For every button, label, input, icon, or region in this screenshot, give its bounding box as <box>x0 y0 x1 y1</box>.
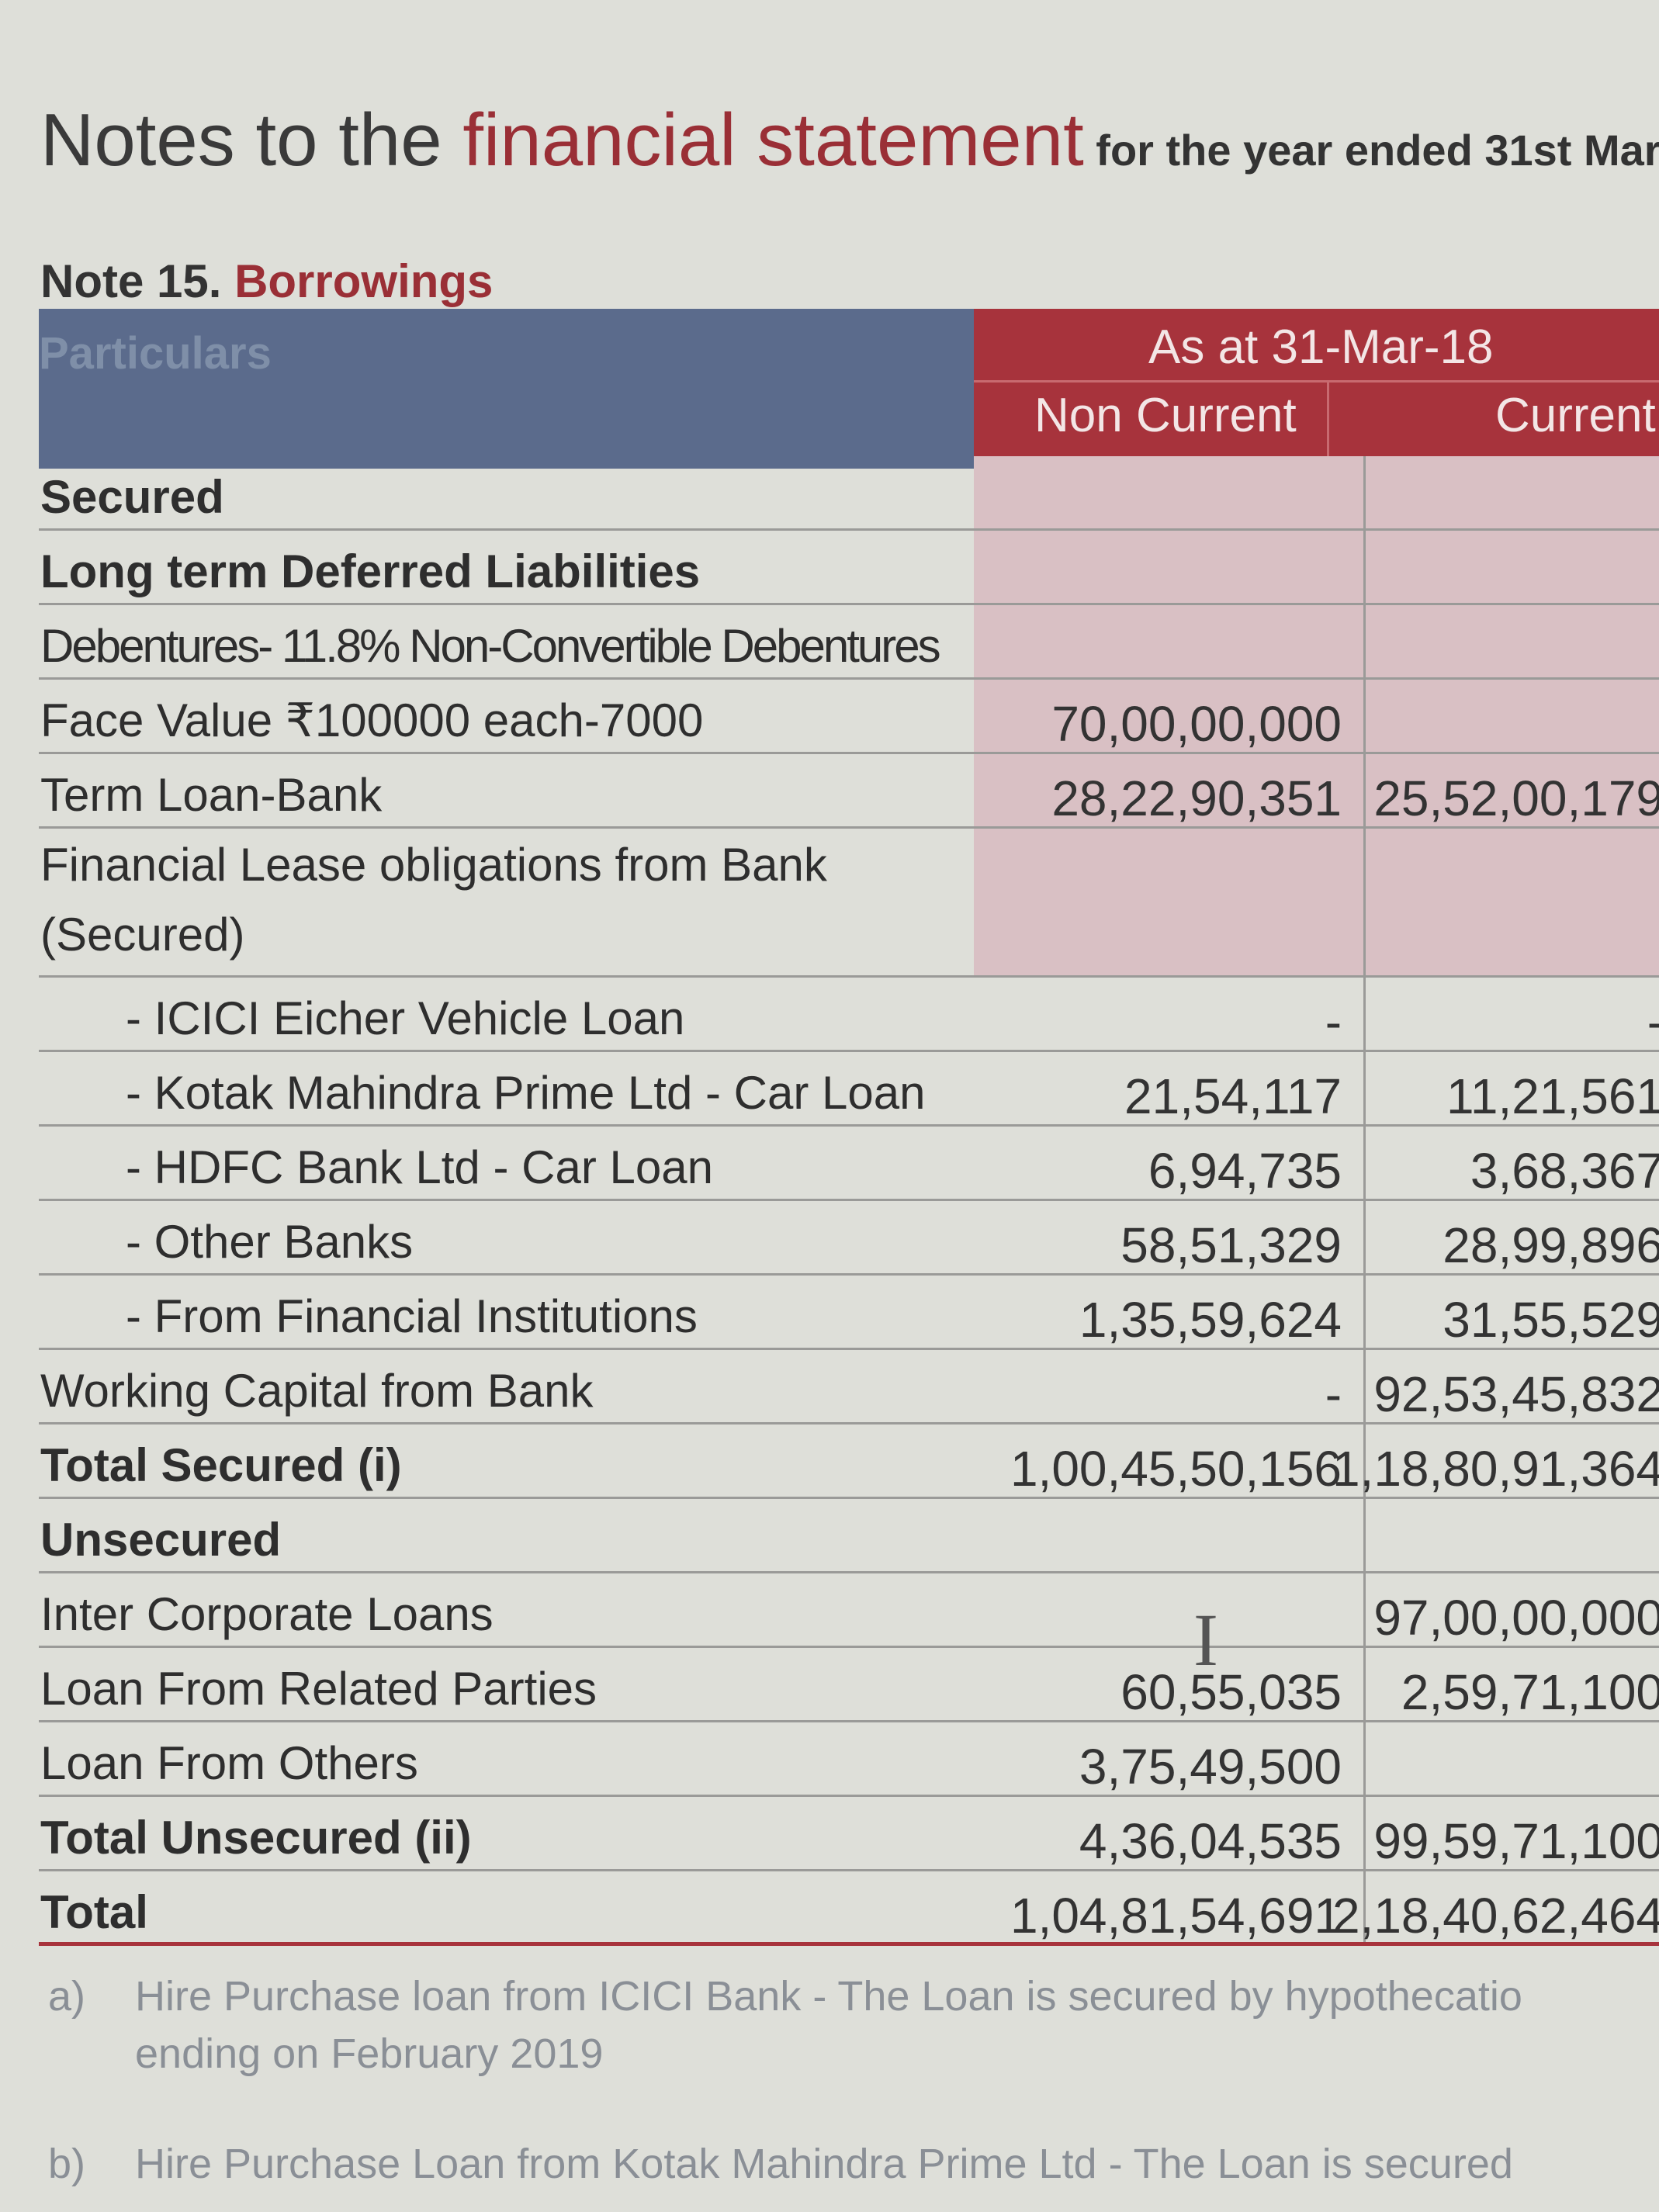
row-label: Long term Deferred Liabilities <box>40 545 701 597</box>
current-value: 92,53,45,832 <box>1373 1366 1659 1422</box>
table-row: - From Financial Institutions 1,35,59,62… <box>39 1276 1659 1350</box>
current-value: - <box>1647 993 1659 1051</box>
table-row: Secured <box>39 456 1659 531</box>
row-label-line-2: (Secured) <box>40 909 245 961</box>
table-row: Loan From Related Parties 60,55,035 2,59… <box>39 1648 1659 1722</box>
row-label: - ICICI Eicher Vehicle Loan <box>126 992 685 1044</box>
non-current-header: Non Current <box>1034 389 1297 442</box>
current-value: 28,99,896 <box>1443 1217 1659 1273</box>
table-row: Face Value ₹100000 each-7000 70,00,00,00… <box>39 680 1659 754</box>
footnote-marker: b) <box>48 2141 86 2187</box>
non-current-value: 70,00,00,000 <box>1051 696 1342 752</box>
particulars-header: Particulars <box>39 309 974 469</box>
table-row: Unsecured <box>39 1499 1659 1573</box>
text-cursor-icon: I <box>1193 1598 1218 1681</box>
non-current-value: 4,36,04,535 <box>1079 1813 1342 1869</box>
table-row: Inter Corporate Loans 97,00,00,000 <box>39 1573 1659 1648</box>
current-value: 1,18,80,91,364 <box>1332 1441 1659 1497</box>
current-value: 2,18,40,62,464 <box>1332 1888 1659 1944</box>
footnote-b: b) Hire Purchase Loan from Kotak Mahindra… <box>48 2135 1513 2193</box>
row-label: Loan From Related Parties <box>40 1663 597 1715</box>
note-title: Borrowings <box>234 255 494 307</box>
non-current-value: 1,00,45,50,156 <box>1010 1441 1342 1497</box>
current-value: 2,59,71,100 <box>1401 1664 1659 1720</box>
title-main-part-2: financial statement <box>462 99 1084 182</box>
non-current-value: 6,94,735 <box>1148 1143 1342 1199</box>
table-row: - ICICI Eicher Vehicle Loan - - <box>39 978 1659 1052</box>
row-label-line-1: Financial Lease obligations from Bank <box>40 839 827 891</box>
row-label: - HDFC Bank Ltd - Car Loan <box>126 1141 713 1193</box>
table-row: Total Unsecured (ii) 4,36,04,535 99,59,7… <box>39 1797 1659 1871</box>
table-row: Term Loan-Bank 28,22,90,351 25,52,00,179 <box>39 754 1659 829</box>
note-heading: Note 15. Borrowings <box>40 254 493 308</box>
page-title: Notes to the financial statement for the… <box>40 99 1659 182</box>
non-current-value: 60,55,035 <box>1120 1664 1342 1720</box>
table-row: - Other Banks 58,51,329 28,99,896 <box>39 1201 1659 1276</box>
as-at-header-label: As at 31-Mar-18 <box>1148 320 1494 374</box>
table-row: - HDFC Bank Ltd - Car Loan 6,94,735 3,68… <box>39 1127 1659 1201</box>
row-label: Unsecured <box>40 1514 282 1566</box>
title-main-part-1: Notes to the <box>40 99 463 182</box>
current-value: 99,59,71,100 <box>1373 1813 1659 1869</box>
table-row: - Kotak Mahindra Prime Ltd - Car Loan 21… <box>39 1052 1659 1127</box>
non-current-value: 1,35,59,624 <box>1079 1292 1342 1348</box>
row-label: Total <box>40 1886 148 1938</box>
table-row: Debentures- 11.8% Non-Convertible Debent… <box>39 605 1659 680</box>
footnote-line: Hire Purchase loan from ICICI Bank - The… <box>135 1973 1522 2020</box>
non-current-value: 28,22,90,351 <box>1051 770 1342 826</box>
as-at-header: As at 31-Mar-18 Non Current Current <box>974 309 1659 456</box>
non-current-value: 1,04,81,54,691 <box>1010 1888 1342 1944</box>
title-suffix: for the year ended 31st Marc <box>1083 126 1659 175</box>
footnote-a: a) Hire Purchase loan from ICICI Bank - T… <box>48 1968 1522 2082</box>
non-current-value: 58,51,329 <box>1120 1217 1342 1273</box>
table-row: Working Capital from Bank - 92,53,45,832 <box>39 1350 1659 1424</box>
table-row: Total Secured (i) 1,00,45,50,156 1,18,80… <box>39 1424 1659 1499</box>
note-number: Note 15. <box>40 255 235 307</box>
row-label: Loan From Others <box>40 1737 418 1789</box>
footnote-line: ending on February 2019 <box>135 2030 604 2077</box>
row-label: Secured <box>40 471 224 523</box>
row-label: Total Unsecured (ii) <box>40 1812 472 1864</box>
current-value: 11,21,561 <box>1446 1068 1659 1124</box>
row-label: - From Financial Institutions <box>126 1290 698 1342</box>
footnote-line: Hire Purchase Loan from Kotak Mahindra P… <box>135 2141 1513 2187</box>
row-label: Total Secured (i) <box>40 1439 402 1491</box>
non-current-value: - <box>1325 1366 1342 1422</box>
current-value: 25,52,00,179 <box>1373 770 1659 826</box>
non-current-value: - <box>1325 994 1342 1050</box>
current-value: 97,00,00,000 <box>1373 1590 1659 1646</box>
row-label: Inter Corporate Loans <box>40 1588 494 1640</box>
header-column-divider <box>1327 380 1329 456</box>
non-current-value: 3,75,49,500 <box>1079 1739 1342 1795</box>
table-row: Total 1,04,81,54,691 2,18,40,62,464 <box>39 1871 1659 1946</box>
header-divider <box>974 380 1659 383</box>
table-row: Loan From Others 3,75,49,500 <box>39 1722 1659 1797</box>
row-label: - Other Banks <box>126 1216 414 1268</box>
row-label: Debentures- 11.8% Non-Convertible Debent… <box>40 620 941 672</box>
footnote-marker: a) <box>48 1973 86 2020</box>
non-current-value: 21,54,117 <box>1124 1068 1342 1124</box>
current-header: Current <box>1495 389 1656 442</box>
row-label: Working Capital from Bank <box>40 1365 594 1417</box>
current-value: 31,55,529 <box>1443 1292 1659 1348</box>
row-label: Financial Lease obligations from Bank (Se… <box>40 830 968 970</box>
row-label: Face Value ₹100000 each-7000 <box>40 694 704 746</box>
table-row: Long term Deferred Liabilities <box>39 531 1659 605</box>
borrowings-table: Secured Long term Deferred Liabilities D… <box>39 456 1659 1946</box>
particulars-header-label: Particulars <box>39 328 272 379</box>
current-value: 3,68,367 <box>1470 1143 1659 1199</box>
table-row: Financial Lease obligations from Bank (Se… <box>39 829 1659 978</box>
row-label: - Kotak Mahindra Prime Ltd - Car Loan <box>126 1067 926 1119</box>
row-label: Term Loan-Bank <box>40 769 383 821</box>
